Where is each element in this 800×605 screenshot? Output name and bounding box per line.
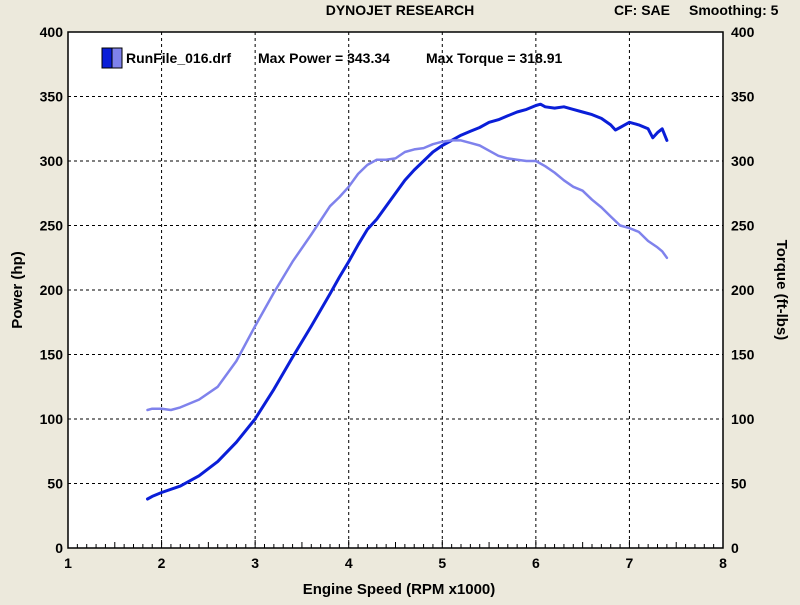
x-tick-label: 2 <box>158 555 166 571</box>
legend-max-power: Max Power = 343.34 <box>258 50 390 66</box>
y-tick-label-right: 150 <box>731 347 755 363</box>
y-tick-label-right: 100 <box>731 411 755 427</box>
y-tick-label-right: 300 <box>731 153 755 169</box>
x-tick-label: 3 <box>251 555 259 571</box>
y-tick-label-right: 350 <box>731 89 755 105</box>
y-tick-label-left: 350 <box>40 89 64 105</box>
x-tick-label: 6 <box>532 555 540 571</box>
y-tick-label-left: 100 <box>40 411 64 427</box>
y-axis-title-right: Torque (ft-lbs) <box>773 240 790 341</box>
y-tick-label-left: 200 <box>40 282 64 298</box>
y-tick-label-left: 0 <box>55 540 63 556</box>
y-tick-label-left: 300 <box>40 153 64 169</box>
legend: RunFile_016.drf Max Power = 343.34 Max T… <box>101 47 563 69</box>
series-layer <box>146 102 669 501</box>
y-tick-label-right: 200 <box>731 282 755 298</box>
series-line-power <box>146 102 669 501</box>
series-line-torque <box>146 139 669 412</box>
legend-swatch-power <box>101 47 113 69</box>
grid-layer <box>68 32 723 548</box>
y-tick-label-right: 0 <box>731 540 739 556</box>
y-tick-label-right: 50 <box>731 476 747 492</box>
correction-factor-label: CF: SAE <box>614 2 670 18</box>
x-tick-label: 8 <box>719 555 727 571</box>
x-tick-label: 5 <box>438 555 446 571</box>
chart-title: DYNOJET RESEARCH <box>326 2 475 18</box>
y-tick-label-left: 400 <box>40 24 64 40</box>
legend-swatch-torque <box>111 47 123 69</box>
x-tick-label: 1 <box>64 555 72 571</box>
legend-max-torque: Max Torque = 318.91 <box>426 50 563 66</box>
x-axis-title: Engine Speed (RPM x1000) <box>303 581 496 598</box>
y-tick-label-left: 250 <box>40 218 64 234</box>
x-tick-label: 4 <box>345 555 353 571</box>
y-tick-label-left: 50 <box>47 476 63 492</box>
y-tick-label-right: 250 <box>731 218 755 234</box>
legend-file-name: RunFile_016.drf <box>126 50 231 66</box>
y-tick-label-left: 150 <box>40 347 64 363</box>
x-tick-label: 7 <box>626 555 634 571</box>
y-tick-label-right: 400 <box>731 24 755 40</box>
smoothing-label: Smoothing: 5 <box>689 2 779 18</box>
y-axis-title-left: Power (hp) <box>9 251 26 329</box>
